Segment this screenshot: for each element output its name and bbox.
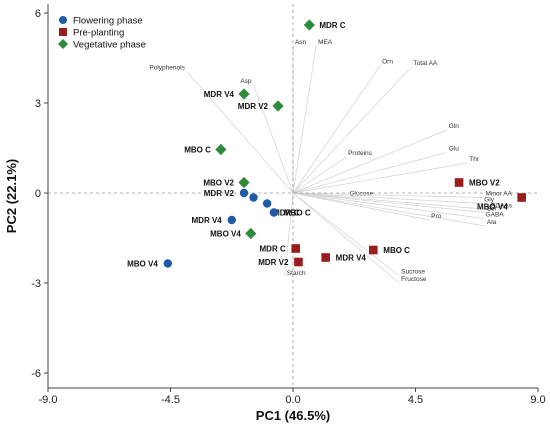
variable-label: BCAAs [491,203,513,210]
y-tick-label: -6 [31,368,41,380]
point-label: MDR V2 [258,258,289,267]
point-label: MDR V2 [204,189,235,198]
flowering-point [269,208,279,217]
variable-label: Starch [287,270,306,277]
loading-vector [292,156,347,194]
variable-label: Orn [382,59,393,66]
variable-label: Glu [449,146,460,153]
loading-vector [292,129,447,194]
point-label: MBO C [284,209,311,218]
variable-label: Polyphenols [149,65,185,72]
y-tick-label: 6 [35,8,41,20]
vegetative-point [303,19,315,31]
point-label: MBO V2 [469,179,500,188]
point-label: MDR C [319,21,345,30]
variable-label: Glucose [349,191,373,198]
pre-planting-point [369,245,378,255]
loading-vector [292,192,484,219]
x-tick-label: 4.5 [408,394,423,406]
variable-label: MEA [318,39,333,46]
point-label: MBO C [184,146,211,155]
y-tick-label: 0 [35,188,41,200]
loading-vector [292,162,468,194]
flowering-point [249,193,258,202]
variable-label: Gly [484,197,495,204]
loading-vector [186,71,294,194]
flowering-point [163,259,172,268]
variable-label: Ser [487,206,498,213]
point-label: MDR C [273,209,299,218]
variable-label: Asp [240,78,252,85]
y-tick-label: 3 [35,98,41,110]
vegetative-point [238,88,250,100]
point-label: MBO V2 [203,179,234,188]
loading-vector [292,45,317,194]
axes: -9.0 -4.5 0.0 4.5 9.0 6 3 0 -3 -6 [31,4,546,406]
pre-planting-point [291,244,301,253]
pre-planting-point [294,257,303,267]
point-label: MDR V4 [336,254,367,263]
legend-diamond-marker [58,39,68,49]
legend-square-marker [59,28,67,36]
variable-label: Asn [295,39,307,46]
loading-vector [292,192,400,284]
legend-entry: Pre-planting [73,28,124,39]
point-label: MBO C [383,246,410,255]
variable-label: Sucrose [401,269,425,276]
point-label: MDR V2 [238,102,269,111]
variable-label: Pro [431,213,442,220]
loading-vector [292,192,485,227]
x-tick-label: 0.0 [285,394,300,406]
x-tick-label: 9.0 [530,394,545,406]
loading-vector [292,192,484,198]
pre-planting-point [517,193,526,202]
loading-vector [292,192,490,210]
flowering-point [239,188,249,198]
point-label: MBO V4 [477,203,508,212]
variable-label: GABA [486,212,505,219]
variable-label: Total AA [413,60,438,67]
loading-vector [292,192,430,221]
x-tick-label: -9.0 [39,394,58,406]
variable-label: Gln [449,123,460,130]
legend-circle-marker [59,16,67,24]
flowering-point [262,199,272,208]
y-axis-title: PC2 (22.1%) [4,159,19,233]
loading-vector [292,192,483,204]
vegetative-point [272,100,284,112]
x-axis-title: PC1 (46.5%) [256,408,330,423]
vegetative-point [238,176,250,189]
point-label: MBO V4 [210,230,241,239]
loading-vector [292,192,485,213]
pre-planting-point [454,178,464,187]
variable-label: Thr [469,156,480,163]
y-tick-label: -3 [31,278,41,290]
variable-label: Ala [487,219,497,226]
loading-vector [253,84,294,194]
variable-label: Fructose [401,276,427,283]
point-label: MBO V4 [127,260,158,269]
vegetative-point [215,143,227,156]
loading-vector [292,192,400,276]
loading-vector [284,192,294,278]
point-label: MDR C [260,245,286,254]
variable-label: Proteins [348,150,373,157]
legend-entry: Flowering phase [73,16,143,27]
variable-label: Minor AA [486,191,513,198]
vegetative-point [245,227,257,240]
loading-vector [292,65,381,194]
loading-vectors: Asn MEA Asp Polyphenols Orn Total AA Proteins G… [149,39,513,284]
loading-vector [292,66,412,194]
x-tick-label: -4.5 [161,394,180,406]
legend-entry: Vegetative phase [73,40,146,51]
pre-planting-point [321,253,330,262]
point-label: MDR V4 [192,216,223,225]
flowering-point [227,215,236,225]
loading-vector [292,152,447,194]
point-label: MDR V4 [204,90,235,99]
